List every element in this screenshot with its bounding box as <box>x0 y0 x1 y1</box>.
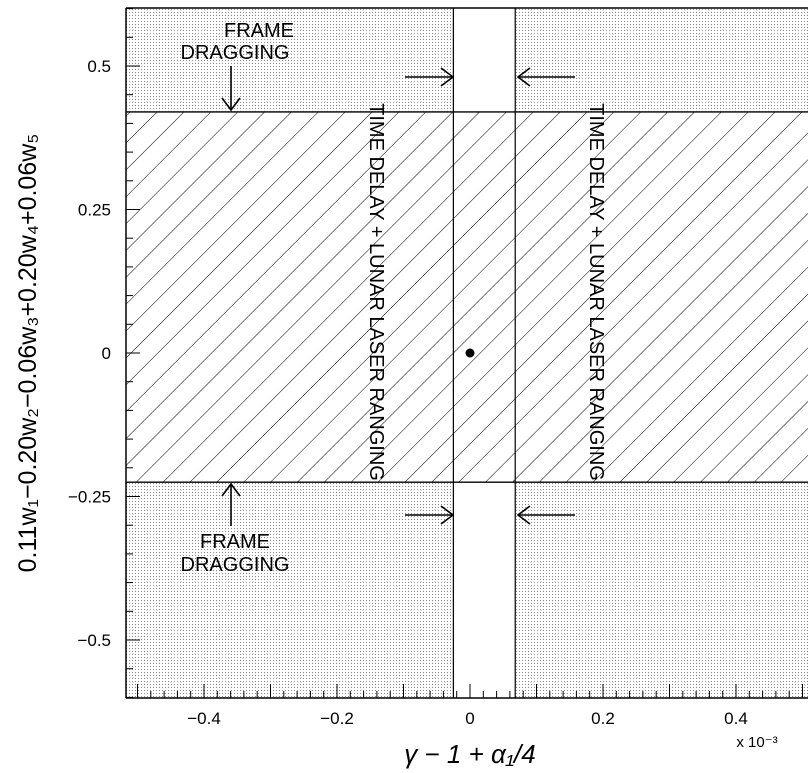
time-delay-left-label: TIME DELAY + LUNAR LASER RANGING <box>365 103 387 481</box>
arrow-right-icon <box>405 67 455 87</box>
frame-dragging-bottom-line1: FRAME <box>200 531 270 553</box>
y-tick-label: 0.5 <box>87 57 111 76</box>
frame-dragging-top-line2: DRAGGING <box>181 42 290 64</box>
y-tick-label: 0 <box>102 344 111 363</box>
y-axis-label: 0.11w₁−0.20w₂−0.06w₃+0.20w₄+0.06w₅ <box>14 134 42 573</box>
x-tick-label: −0.4 <box>187 709 221 728</box>
x-multiplier-label: x 10⁻³ <box>736 734 777 751</box>
arrow-right-icon <box>405 505 455 525</box>
x-tick-label: 0 <box>465 709 474 728</box>
x-tick-label: 0.2 <box>591 709 615 728</box>
arrow-left-icon <box>516 67 575 87</box>
frame-dragging-top-line1: FRAME <box>224 20 294 42</box>
frame-dragging-bottom-line2: DRAGGING <box>181 554 290 576</box>
allowed-region <box>453 111 516 483</box>
y-tick-label: −0.25 <box>68 488 111 507</box>
regions-layer <box>126 8 808 698</box>
arrow-left-icon <box>516 505 575 525</box>
arrow-layer <box>221 66 575 526</box>
x-tick-label: −0.2 <box>320 709 354 728</box>
tick-layer: −0.4 −0.2 0 0.2 0.4 0.5 0.25 0 −0.25 −0.5 <box>68 8 803 728</box>
points-layer <box>465 348 475 358</box>
time-delay-right-label: TIME DELAY + LUNAR LASER RANGING <box>585 103 607 481</box>
x-axis-label: γ − 1 + α₁/4 <box>404 739 535 769</box>
x-tick-label: 0.4 <box>724 709 748 728</box>
y-tick-label: −0.5 <box>77 631 111 650</box>
arrow-down-icon <box>221 66 241 112</box>
arrow-up-icon <box>221 482 241 526</box>
data-point <box>465 348 475 358</box>
y-tick-label: 0.25 <box>78 201 111 220</box>
